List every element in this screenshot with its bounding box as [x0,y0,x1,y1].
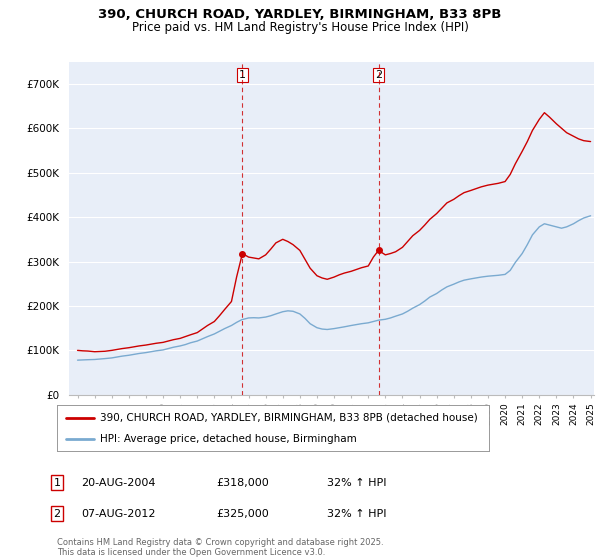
Text: 1: 1 [239,70,246,80]
Text: 390, CHURCH ROAD, YARDLEY, BIRMINGHAM, B33 8PB (detached house): 390, CHURCH ROAD, YARDLEY, BIRMINGHAM, B… [100,413,478,423]
Text: 20-AUG-2004: 20-AUG-2004 [81,478,155,488]
Text: Price paid vs. HM Land Registry's House Price Index (HPI): Price paid vs. HM Land Registry's House … [131,21,469,34]
Text: 390, CHURCH ROAD, YARDLEY, BIRMINGHAM, B33 8PB: 390, CHURCH ROAD, YARDLEY, BIRMINGHAM, B… [98,8,502,21]
Text: £318,000: £318,000 [216,478,269,488]
Text: 32% ↑ HPI: 32% ↑ HPI [327,508,386,519]
Text: 2: 2 [53,508,61,519]
Text: 1: 1 [53,478,61,488]
Text: £325,000: £325,000 [216,508,269,519]
Text: 07-AUG-2012: 07-AUG-2012 [81,508,155,519]
Text: HPI: Average price, detached house, Birmingham: HPI: Average price, detached house, Birm… [100,435,357,444]
Text: Contains HM Land Registry data © Crown copyright and database right 2025.
This d: Contains HM Land Registry data © Crown c… [57,538,383,557]
Text: 2: 2 [375,70,382,80]
Text: 32% ↑ HPI: 32% ↑ HPI [327,478,386,488]
